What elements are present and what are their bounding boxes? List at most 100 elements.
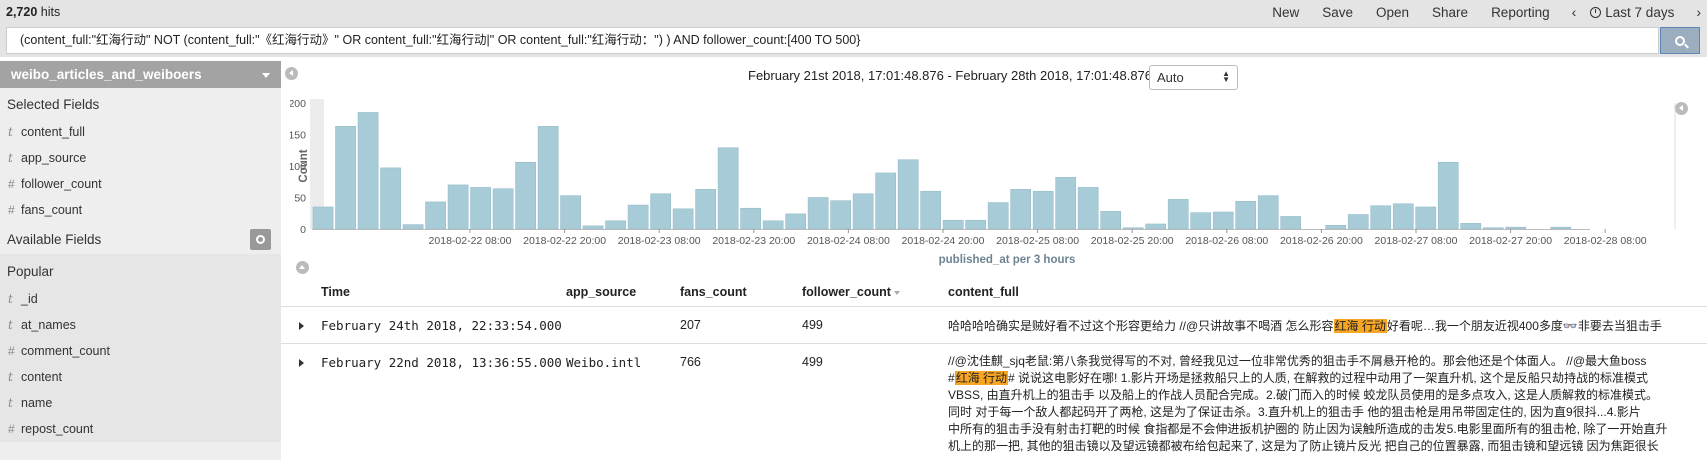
histogram-bar[interactable] (402, 224, 424, 230)
histogram-bar[interactable] (312, 206, 334, 230)
open-button[interactable]: Open (1376, 4, 1410, 20)
histogram-bar[interactable] (650, 193, 671, 230)
search-input[interactable]: (content_full:"红海行动" NOT (content_full:"… (6, 27, 1659, 54)
chevron-right-icon[interactable]: › (1696, 4, 1701, 20)
index-pattern-selector[interactable]: weibo_articles_and_weiboers (0, 61, 281, 88)
histogram-bar[interactable] (1415, 206, 1437, 230)
histogram-bar[interactable] (740, 207, 761, 230)
chevron-left-icon[interactable]: ‹ (1571, 4, 1577, 20)
histogram-bar[interactable] (1437, 161, 1459, 230)
histogram-bar[interactable] (447, 184, 469, 230)
save-button[interactable]: Save (1322, 4, 1353, 20)
histogram-chart[interactable]: 0 50 100 150 200 Count 2018-02-22 08:00 2018-02… (290, 93, 1690, 273)
x-tick-label: 2018-02-22 08:00 (429, 235, 512, 247)
x-tick-label: 2018-02-26 08:00 (1185, 235, 1268, 247)
histogram-bar[interactable] (920, 190, 942, 230)
histogram-bar[interactable] (1550, 226, 1572, 230)
field-item-content[interactable]: t content (0, 364, 281, 390)
collapse-sidebar-icon[interactable] (285, 67, 298, 80)
field-item-repost-count[interactable]: # repost_count (0, 416, 281, 442)
histogram-bar[interactable] (1505, 226, 1527, 230)
histogram-bar[interactable] (560, 195, 581, 230)
histogram-bar[interactable] (470, 187, 491, 230)
histogram-bar[interactable] (875, 172, 896, 230)
histogram-bar[interactable] (785, 213, 806, 230)
histogram-bar[interactable] (1325, 224, 1347, 230)
histogram-bar[interactable] (672, 208, 694, 230)
histogram-bar[interactable] (425, 201, 446, 230)
expand-row-icon[interactable] (299, 359, 304, 367)
expand-row-icon[interactable] (299, 322, 304, 330)
histogram-bar[interactable] (1370, 205, 1392, 230)
histogram-bar[interactable] (1077, 187, 1099, 230)
histogram-bar[interactable] (987, 202, 1009, 230)
histogram-bar[interactable] (1482, 227, 1504, 230)
content-line: #红海 行动# 说说这电影好在哪! 1.影片开场是拯救船只上的人质, 在解救的过… (948, 370, 1667, 387)
collapse-chart-icon[interactable] (296, 261, 309, 274)
column-header-app-source[interactable]: app_source (566, 285, 637, 299)
histogram-bar[interactable] (807, 197, 829, 230)
number-type-icon: # (8, 203, 15, 217)
interval-select[interactable]: Auto ▲ ▼ (1149, 65, 1238, 90)
histogram-bar[interactable] (830, 200, 851, 230)
histogram-bar[interactable] (1235, 201, 1257, 230)
histogram-bar[interactable] (717, 147, 739, 230)
histogram-bar[interactable] (1010, 189, 1032, 230)
range-shade (310, 99, 324, 229)
histogram-bar[interactable] (357, 112, 379, 230)
histogram-bar[interactable] (942, 219, 964, 230)
histogram-bar[interactable] (1257, 195, 1279, 230)
histogram-bar[interactable] (1347, 214, 1369, 230)
new-button[interactable]: New (1272, 4, 1300, 20)
column-header-content-full[interactable]: content_full (948, 285, 1019, 299)
histogram-bar[interactable] (897, 159, 919, 230)
y-tick-label: 150 (290, 130, 306, 142)
gear-icon (256, 235, 265, 244)
histogram-bar[interactable] (605, 220, 626, 230)
time-picker-button[interactable]: Last 7 days (1590, 5, 1674, 20)
selected-fields-title: Selected Fields (7, 97, 100, 112)
histogram-bar[interactable] (965, 219, 987, 230)
histogram-bar[interactable] (582, 225, 604, 230)
reporting-button[interactable]: Reporting (1491, 4, 1550, 20)
histogram-bar[interactable] (1032, 190, 1054, 230)
histogram-bar[interactable] (1100, 211, 1122, 230)
index-pattern-name: weibo_articles_and_weiboers (11, 67, 202, 82)
collapse-right-icon[interactable] (1675, 102, 1688, 115)
histogram-bar[interactable] (537, 126, 559, 230)
field-item-fans-count[interactable]: # fans_count (0, 197, 281, 223)
histogram-bar[interactable] (492, 188, 514, 230)
histogram-bar[interactable] (1460, 223, 1482, 230)
field-item-follower-count[interactable]: # follower_count (0, 171, 281, 197)
column-header-time[interactable]: Time (321, 285, 350, 299)
histogram-bar[interactable] (695, 189, 716, 230)
histogram-bar[interactable] (1167, 199, 1189, 230)
histogram-bar[interactable] (1212, 211, 1234, 230)
histogram-bar[interactable] (1392, 203, 1414, 230)
field-item-name[interactable]: t name (0, 390, 281, 416)
histogram-bar[interactable] (1190, 212, 1212, 230)
field-settings-button[interactable] (250, 229, 271, 250)
x-tick-label: 2018-02-24 08:00 (807, 235, 890, 247)
histogram-bar[interactable] (627, 204, 649, 230)
field-item-content-full[interactable]: t content_full (0, 119, 281, 145)
field-item-comment-count[interactable]: # comment_count (0, 338, 281, 364)
histogram-bar[interactable] (515, 161, 536, 230)
column-header-follower-count[interactable]: follower_count (802, 285, 900, 299)
histogram-bar[interactable] (335, 126, 356, 230)
field-item-app-source[interactable]: t app_source (0, 145, 281, 171)
histogram-bar[interactable] (1122, 227, 1144, 230)
histogram-bar[interactable] (1055, 177, 1077, 230)
field-item-at-names[interactable]: t at_names (0, 312, 281, 338)
search-button[interactable] (1660, 27, 1700, 54)
share-button[interactable]: Share (1432, 4, 1469, 20)
histogram-bar[interactable] (380, 167, 401, 230)
histogram-bar[interactable] (852, 193, 874, 230)
y-tick-label: 100 (290, 161, 306, 173)
histogram-bar[interactable] (1145, 223, 1167, 230)
column-header-fans-count[interactable]: fans_count (680, 285, 747, 299)
content-line: 哈哈哈哈确实是贼好看不过这个形容更给力 //@只讲故事不喝酒 怎么形容红海 行动… (948, 318, 1662, 335)
histogram-bar[interactable] (762, 220, 784, 230)
histogram-bar[interactable] (1280, 216, 1302, 230)
field-item--id[interactable]: t _id (0, 286, 281, 312)
